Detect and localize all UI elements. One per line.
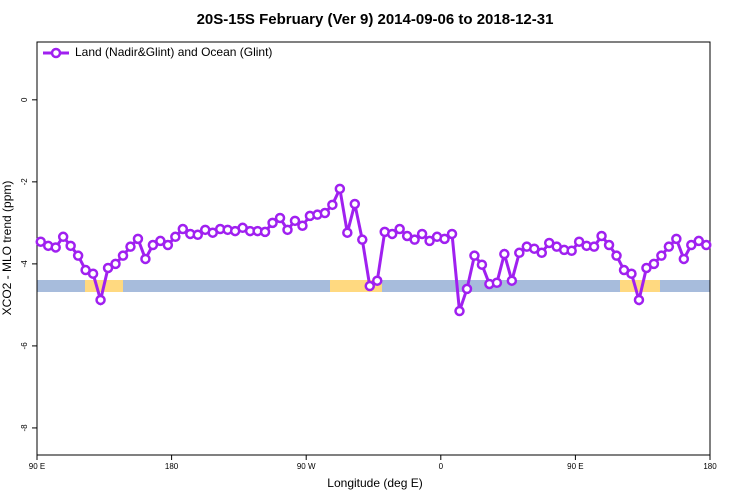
land-band — [620, 280, 660, 292]
point — [87, 268, 99, 279]
point — [611, 250, 622, 261]
point — [446, 228, 458, 240]
point — [132, 233, 144, 245]
point — [603, 239, 615, 251]
point — [50, 242, 61, 253]
point — [102, 262, 114, 274]
point — [140, 253, 151, 265]
point — [671, 233, 682, 245]
point — [529, 243, 540, 254]
point — [588, 241, 600, 252]
point — [439, 233, 450, 245]
point — [678, 253, 690, 265]
point — [110, 258, 121, 270]
point — [117, 250, 129, 261]
point — [342, 227, 353, 238]
y-tick-label: -6 — [20, 342, 29, 350]
point — [641, 262, 652, 274]
chart-title: 20S-15S February (Ver 9) 2014-09-06 to 2… — [197, 11, 554, 28]
y-axis-label: XCO2 - MLO trend (ppm) — [0, 181, 14, 316]
point — [177, 223, 189, 235]
point — [409, 234, 420, 245]
point — [125, 241, 136, 252]
point — [416, 228, 428, 240]
point — [297, 220, 308, 231]
point — [573, 236, 585, 247]
y-tick-label: -4 — [20, 260, 29, 268]
point — [155, 235, 166, 247]
legend-marker — [50, 47, 62, 59]
point — [656, 250, 667, 261]
point — [476, 259, 488, 270]
y-tick-label: -8 — [20, 424, 29, 432]
point — [35, 236, 46, 247]
point — [648, 258, 660, 270]
x-tick-label: 180 — [703, 462, 717, 471]
point — [170, 231, 181, 243]
point — [371, 275, 383, 286]
point — [259, 226, 271, 238]
series-line — [40, 183, 707, 312]
point — [506, 275, 518, 286]
point — [686, 239, 697, 251]
point — [65, 240, 76, 252]
point — [349, 198, 361, 210]
point — [334, 183, 346, 195]
point — [289, 215, 301, 227]
point — [461, 283, 473, 295]
point — [454, 305, 465, 317]
point — [192, 229, 204, 241]
legend-label: Land (Nadir&Glint) and Ocean (Glint) — [75, 45, 272, 59]
point — [491, 277, 503, 288]
point — [701, 239, 712, 251]
x-tick-label: 90 W — [297, 462, 316, 471]
point — [274, 212, 286, 224]
point — [327, 199, 338, 211]
point — [394, 223, 405, 235]
point — [282, 224, 293, 236]
point — [499, 248, 510, 260]
point — [364, 280, 376, 292]
point — [357, 234, 368, 245]
y-tick-label: 0 — [20, 97, 29, 102]
x-tick-label: 90 E — [29, 462, 45, 471]
point — [319, 207, 331, 219]
point — [626, 268, 637, 279]
x-tick-label: 90 E — [567, 462, 583, 471]
x-tick-label: 0 — [439, 462, 444, 471]
point — [57, 231, 69, 243]
point — [566, 245, 577, 257]
point — [267, 217, 278, 229]
point — [536, 247, 547, 259]
point — [693, 235, 705, 247]
point — [469, 250, 480, 261]
point — [95, 294, 106, 306]
point — [72, 250, 84, 261]
point — [162, 239, 174, 251]
point — [386, 228, 398, 240]
x-axis-label: Longitude (deg E) — [327, 476, 422, 490]
point — [147, 239, 159, 251]
point — [596, 230, 607, 242]
point — [424, 235, 435, 247]
point — [633, 294, 645, 306]
point — [514, 247, 525, 259]
y-tick-label: -2 — [20, 178, 29, 186]
point — [663, 241, 675, 252]
x-tick-label: 180 — [165, 462, 179, 471]
